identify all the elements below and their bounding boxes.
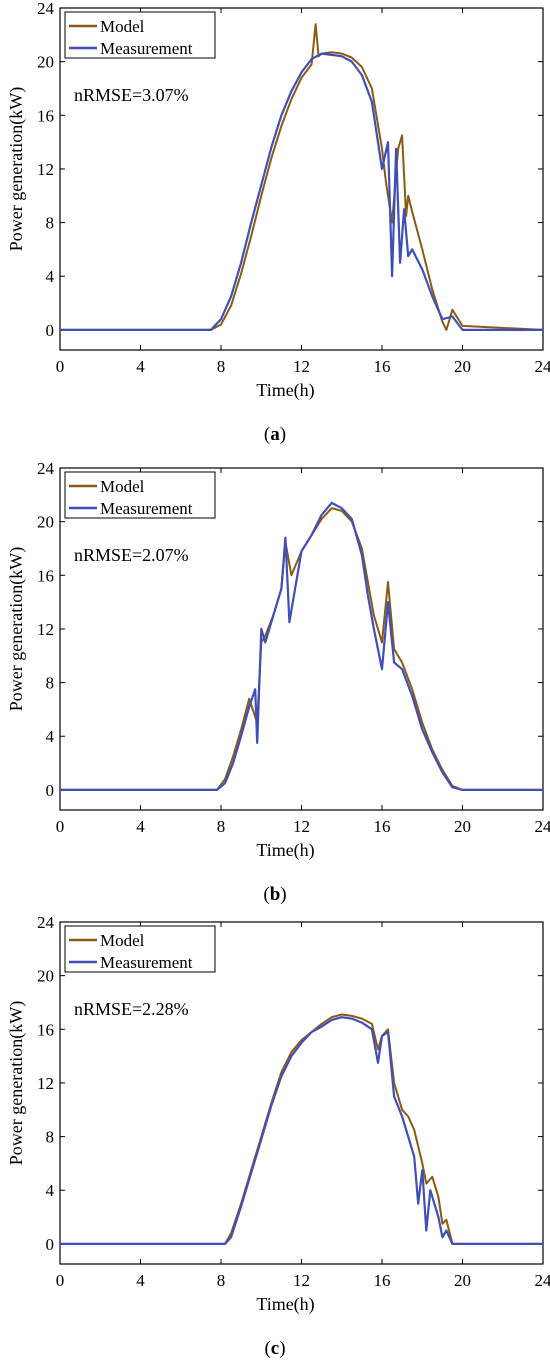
series-line-measurement: [60, 1016, 543, 1245]
chart-panel-c: 0 4 8 12 16 20 24 0 4 8 12 16 20 24 Time(h) Power gener…: [0, 914, 550, 1372]
y-tick-label: 8: [46, 214, 55, 233]
x-tick-label: 24: [535, 1271, 550, 1290]
y-axis-label: Power generation(kW): [6, 87, 27, 251]
series-line-measurement: [60, 52, 543, 331]
plot-area-c: [59, 921, 544, 1265]
legend-label-model: Model: [100, 17, 145, 36]
y-tick-label: 12: [37, 620, 54, 639]
x-tick-label: 0: [56, 357, 65, 376]
y-tick-label: 20: [37, 967, 54, 986]
y-tick-label: 20: [37, 513, 54, 532]
x-tick-label: 4: [136, 1271, 145, 1290]
y-axis-label: Power generation(kW): [6, 1001, 27, 1165]
legend-label-measurement: Measurement: [100, 39, 193, 58]
x-tick-label: 24: [535, 817, 550, 836]
y-tick-label: 4: [46, 727, 55, 746]
legend-label-measurement: Measurement: [100, 953, 193, 972]
y-tick-label: 24: [37, 460, 55, 478]
chart-panel-b: 0 4 8 12 16 20 24 0 4 8 12 16 20 24 Time(h) Power gener…: [0, 460, 550, 918]
series-line-model: [60, 507, 543, 791]
x-tick-label: 20: [454, 817, 471, 836]
legend-label-model: Model: [100, 477, 145, 496]
plot-area-b: [59, 467, 544, 811]
y-tick-label: 20: [37, 53, 54, 72]
nrmse-annotation: nRMSE=2.07%: [74, 545, 189, 565]
legend: Model Measurement: [64, 925, 216, 973]
x-tick-label: 12: [293, 357, 310, 376]
legend: Model Measurement: [64, 11, 216, 59]
y-tick-label: 16: [37, 1020, 54, 1039]
chart-svg-a: 0 4 8 12 16 20 24 0 4 8 12 16 20 24 Time(h) Power gener…: [6, 0, 550, 401]
legend-label-measurement: Measurement: [100, 499, 193, 518]
x-tick-label: 20: [454, 1271, 471, 1290]
legend-box: [64, 471, 216, 519]
nrmse-annotation: nRMSE=3.07%: [74, 85, 189, 105]
y-tick-label: 0: [46, 1235, 55, 1254]
legend-box: [64, 11, 216, 59]
series-line-model: [60, 1013, 543, 1245]
y-axis-label: Power generation(kW): [6, 547, 27, 711]
plot-area-a: [59, 7, 544, 351]
y-tick-label: 16: [37, 106, 54, 125]
series-line-model: [60, 23, 544, 331]
x-tick-label: 8: [217, 817, 226, 836]
x-tick-label: 4: [136, 817, 145, 836]
x-tick-label: 0: [56, 1271, 65, 1290]
legend-label-model: Model: [100, 931, 145, 950]
x-tick-label: 20: [454, 357, 471, 376]
x-tick-label: 4: [136, 357, 145, 376]
y-tick-label: 0: [46, 781, 55, 800]
x-tick-label: 24: [535, 357, 550, 376]
x-axis-label: Time(h): [256, 1294, 314, 1315]
series-line-measurement: [60, 501, 543, 791]
x-tick-label: 12: [293, 1271, 310, 1290]
x-tick-label: 0: [56, 817, 65, 836]
nrmse-annotation: nRMSE=2.28%: [74, 999, 189, 1019]
y-tick-label: 8: [46, 674, 55, 693]
chart-panel-a: 0 4 8 12 16 20 24 0 4 8 12 16 20 24 Time(h) Power gener…: [0, 0, 550, 458]
legend-box: [64, 925, 216, 973]
y-tick-label: 24: [37, 914, 55, 932]
x-tick-label: 8: [217, 357, 226, 376]
y-tick-label: 4: [46, 267, 55, 286]
y-tick-label: 0: [46, 321, 55, 340]
y-tick-label: 12: [37, 160, 54, 179]
chart-svg-c: 0 4 8 12 16 20 24 0 4 8 12 16 20 24 Time(h) Power gener…: [6, 914, 550, 1315]
y-tick-label: 12: [37, 1074, 54, 1093]
x-tick-label: 12: [293, 817, 310, 836]
x-tick-label: 16: [374, 817, 391, 836]
y-tick-label: 16: [37, 566, 54, 585]
y-tick-label: 4: [46, 1181, 55, 1200]
x-tick-label: 16: [374, 357, 391, 376]
caption-c: (c): [264, 1338, 286, 1359]
y-tick-label: 24: [37, 0, 55, 18]
caption-a: (a): [263, 424, 287, 445]
chart-svg-b: 0 4 8 12 16 20 24 0 4 8 12 16 20 24 Time(h) Power gener…: [6, 460, 550, 861]
x-axis-label: Time(h): [256, 840, 314, 861]
x-tick-label: 16: [374, 1271, 391, 1290]
x-axis-label: Time(h): [256, 380, 314, 401]
x-tick-label: 8: [217, 1271, 226, 1290]
legend: Model Measurement: [64, 471, 216, 519]
caption-b: (b): [263, 884, 287, 905]
y-tick-label: 8: [46, 1128, 55, 1147]
